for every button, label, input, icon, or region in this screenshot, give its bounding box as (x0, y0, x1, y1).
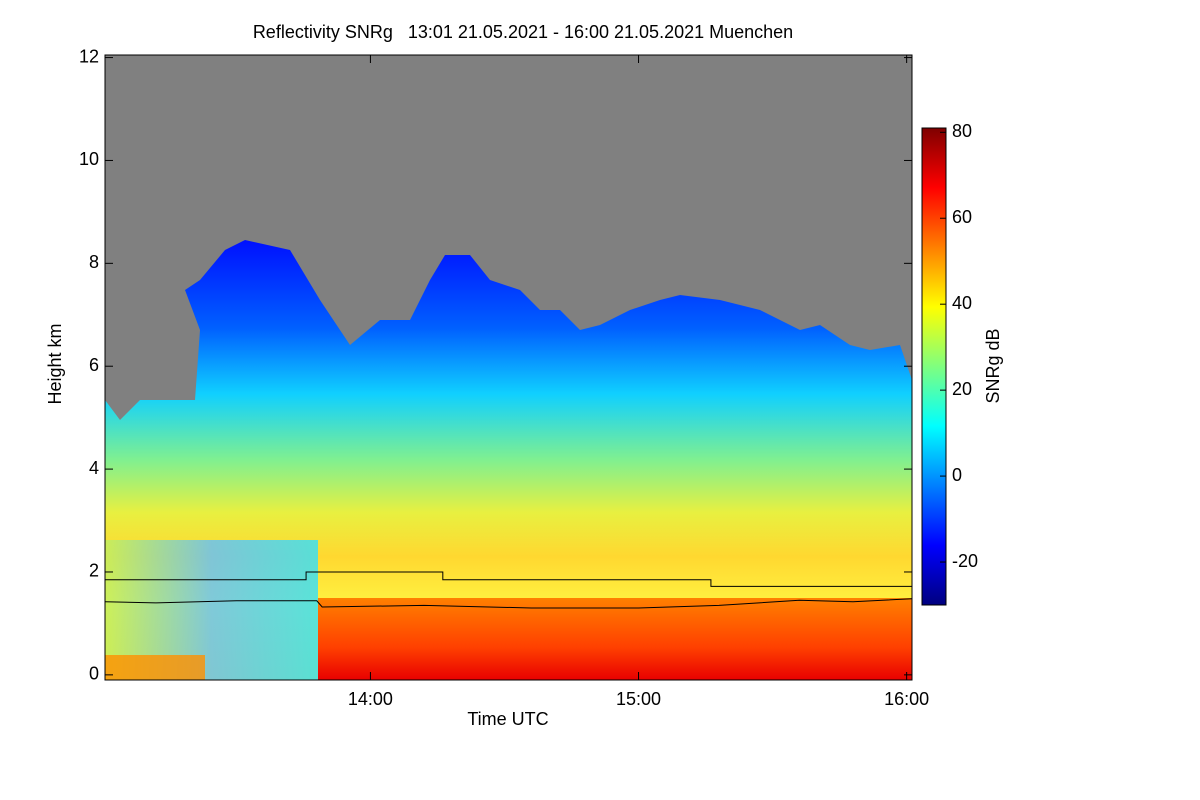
colorbar-tick-label: 0 (952, 465, 962, 485)
x-tick-label: 14:00 (348, 689, 393, 709)
layer-line (104, 598, 913, 609)
y-tick-label: 12 (79, 46, 99, 66)
near-ground (105, 655, 205, 680)
colorbar-label: SNRg dB (983, 328, 1003, 403)
chart-title: Reflectivity SNRg 13:01 21.05.2021 - 16:… (253, 22, 793, 42)
colorbar-tick-label: 80 (952, 121, 972, 141)
plot-frame (104, 54, 913, 681)
y-tick-label: 2 (89, 561, 99, 581)
x-axis-label: Time UTC (467, 709, 548, 729)
colorbar-tick-label: -20 (952, 551, 978, 571)
x-tick-label: 15:00 (616, 689, 661, 709)
y-tick-label: 8 (89, 252, 99, 272)
colorbar-tick-label: 60 (952, 207, 972, 227)
layer-line (105, 571, 912, 587)
colorbar-tick-label: 20 (952, 379, 972, 399)
precipitation (318, 598, 912, 680)
y-tick-label: 0 (89, 664, 99, 684)
y-tick-label: 10 (79, 149, 99, 169)
y-tick-label: 6 (89, 355, 99, 375)
y-tick-label: 4 (89, 458, 99, 478)
y-axis-label: Height km (45, 323, 65, 404)
colorbar (921, 127, 947, 606)
colorbar-tick-label: 40 (952, 293, 972, 313)
heatmap (105, 55, 912, 680)
x-tick-label: 16:00 (884, 689, 929, 709)
